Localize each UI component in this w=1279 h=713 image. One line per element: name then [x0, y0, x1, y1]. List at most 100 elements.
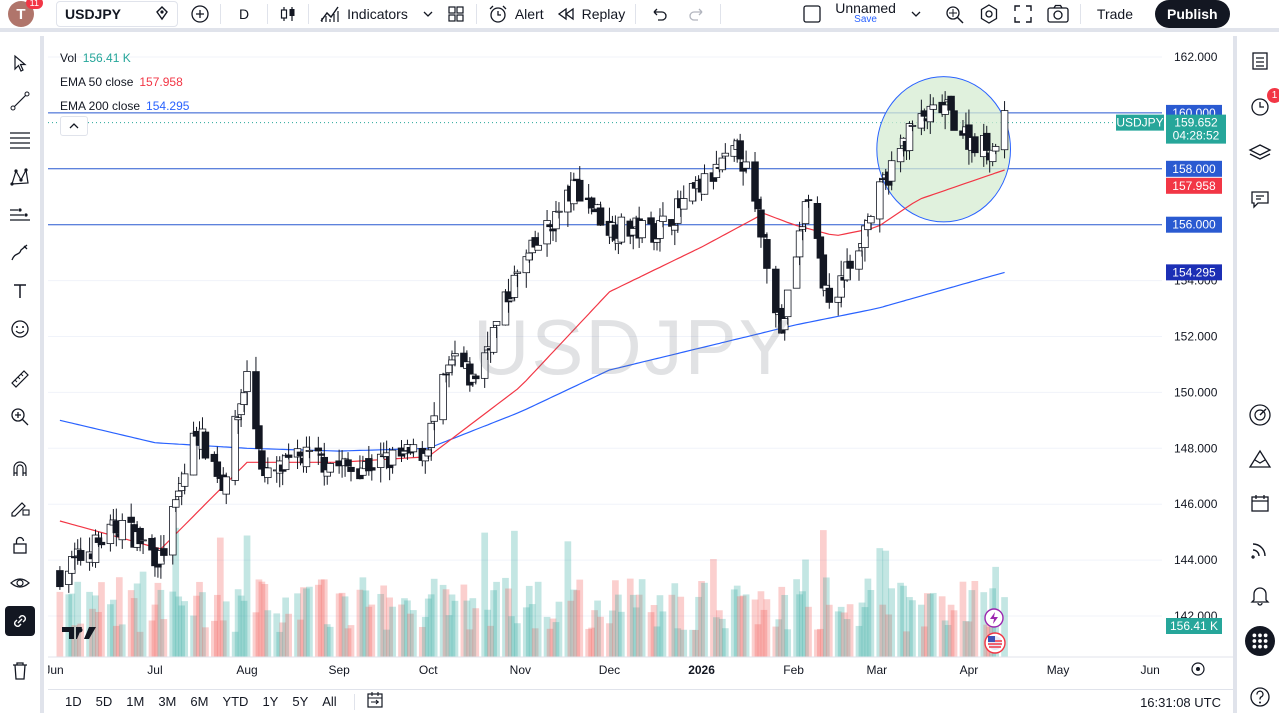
- range-button-1y[interactable]: 1Y: [262, 694, 279, 709]
- economic-event-flag-icon[interactable]: [984, 632, 1006, 659]
- chart-pane[interactable]: 142.000 144.000 146.000 148.000 150.000 152.0…: [48, 36, 1233, 689]
- highlight-ellipse[interactable]: [876, 76, 1011, 223]
- range-button-6m[interactable]: 6M: [190, 694, 209, 709]
- volume-bar: [359, 577, 367, 657]
- tag-last-price-bg[interactable]: [1166, 114, 1226, 144]
- magnet-tool[interactable]: [5, 454, 35, 484]
- compare-icon[interactable]: [153, 4, 171, 25]
- prediction-tool[interactable]: [5, 200, 35, 230]
- object-tree-button[interactable]: [1245, 138, 1275, 168]
- legend-ema200[interactable]: EMA 200 close 154.295: [60, 94, 189, 118]
- legend-volume[interactable]: Vol 156.41 K: [60, 46, 189, 70]
- volume-bar: [460, 584, 468, 657]
- volume-bar: [840, 612, 848, 657]
- chat-button[interactable]: [1245, 184, 1275, 214]
- news-flash-icon[interactable]: [984, 608, 1004, 633]
- right-toolbar: 1: [1233, 36, 1279, 713]
- lock-drawings-tool[interactable]: [5, 530, 35, 560]
- hide-drawings-tool[interactable]: [5, 568, 35, 598]
- candle-body: [679, 198, 688, 210]
- measure-tool[interactable]: [5, 364, 35, 394]
- time-tick-label: Oct: [419, 663, 438, 677]
- add-symbol-button[interactable]: [184, 0, 216, 28]
- fib-tool[interactable]: [5, 124, 35, 154]
- layout-save-button[interactable]: Unnamed Save: [795, 0, 928, 28]
- notifications-button[interactable]: [1245, 580, 1275, 610]
- volume-bar: [445, 615, 453, 657]
- chart-canvas[interactable]: 142.000144.000146.000148.000150.000152.0…: [48, 36, 1233, 689]
- keep-drawing-tool[interactable]: [5, 492, 35, 522]
- snapshot-button[interactable]: [1040, 0, 1076, 28]
- tag-158-bg[interactable]: [1166, 160, 1222, 177]
- settings-button[interactable]: [972, 0, 1006, 28]
- legend-ema50[interactable]: EMA 50 close 157.958: [60, 70, 189, 94]
- zoom-tool[interactable]: [5, 402, 35, 432]
- quick-search-button[interactable]: [938, 0, 972, 28]
- help-button[interactable]: [1245, 682, 1275, 712]
- date-range-button[interactable]: [365, 690, 385, 713]
- range-button-5d[interactable]: 5D: [95, 694, 113, 709]
- candle-body: [543, 220, 551, 245]
- range-button-5y[interactable]: 5Y: [292, 694, 309, 709]
- text-tool[interactable]: [5, 276, 35, 306]
- symbol-search-button[interactable]: USDJPY: [56, 1, 178, 27]
- streams-button[interactable]: [1245, 534, 1275, 564]
- volume-bar: [552, 622, 560, 657]
- tag-ema50-bg[interactable]: [1166, 177, 1222, 194]
- indicators-button[interactable]: Indicators: [313, 0, 440, 28]
- sync-drawings-tool[interactable]: [5, 606, 35, 636]
- tradingview-logo-icon[interactable]: [62, 624, 96, 642]
- candle-body: [424, 449, 432, 457]
- top-toolbar: T 11 USDJPY D Indicators Al: [0, 0, 1279, 32]
- range-button-ytd[interactable]: YTD: [222, 694, 249, 709]
- range-button-1d[interactable]: 1D: [65, 694, 82, 709]
- technicals-button[interactable]: [1245, 400, 1275, 430]
- volume-bar: [306, 586, 313, 657]
- redo-button[interactable]: [678, 0, 716, 28]
- tag-last-symbol-bg[interactable]: [1116, 114, 1164, 131]
- cursor-tool[interactable]: [5, 48, 35, 78]
- publish-button[interactable]: Publish: [1154, 0, 1230, 28]
- ideas-button[interactable]: [1245, 444, 1275, 474]
- volume-bar: [846, 604, 854, 657]
- volume-bar: [243, 535, 251, 657]
- chart-type-button[interactable]: [272, 0, 304, 28]
- chart-legend: Vol 156.41 K EMA 50 close 157.958 EMA 20…: [60, 46, 189, 118]
- products-button[interactable]: [1245, 626, 1275, 656]
- axis-settings-gear-icon[interactable]: [1191, 662, 1205, 676]
- volume-bar: [448, 594, 456, 657]
- emoji-tool[interactable]: [5, 314, 35, 344]
- volume-bar: [136, 631, 144, 657]
- volume-bar: [772, 626, 780, 657]
- utc-clock[interactable]: 16:31:08 UTC: [1140, 695, 1221, 710]
- replay-button[interactable]: Replay: [550, 0, 632, 28]
- candle-body: [344, 459, 352, 467]
- range-button-3m[interactable]: 3M: [158, 694, 177, 709]
- watchlist-button[interactable]: [1245, 46, 1275, 76]
- tag-ema200-bg[interactable]: [1166, 264, 1222, 281]
- user-avatar[interactable]: T 11: [8, 0, 43, 27]
- range-button-all[interactable]: All: [322, 694, 337, 709]
- tag-volume-bg[interactable]: [1166, 618, 1222, 634]
- remove-drawings-tool[interactable]: [5, 656, 35, 686]
- legend-collapse-button[interactable]: [60, 116, 88, 136]
- trade-button[interactable]: Trade: [1096, 6, 1133, 22]
- range-button-1m[interactable]: 1M: [126, 694, 145, 709]
- interval-button[interactable]: D: [239, 6, 250, 22]
- undo-button[interactable]: [640, 0, 678, 28]
- candle-body: [439, 373, 447, 421]
- templates-button[interactable]: [440, 0, 472, 28]
- tag-156-bg[interactable]: [1166, 216, 1222, 233]
- volume-bar: [822, 577, 830, 657]
- calendar-button[interactable]: [1245, 488, 1275, 518]
- pattern-tool[interactable]: [5, 162, 35, 192]
- brush-tool[interactable]: [5, 238, 35, 268]
- volume-bar: [133, 583, 141, 657]
- trend-line-tool[interactable]: [5, 86, 35, 116]
- alerts-button[interactable]: [1245, 92, 1275, 122]
- volume-bar: [781, 594, 789, 657]
- fullscreen-button[interactable]: [1006, 0, 1040, 28]
- price-tick-label: 152.000: [1174, 330, 1218, 344]
- alert-button[interactable]: Alert: [481, 0, 550, 28]
- volume-bar: [261, 584, 269, 657]
